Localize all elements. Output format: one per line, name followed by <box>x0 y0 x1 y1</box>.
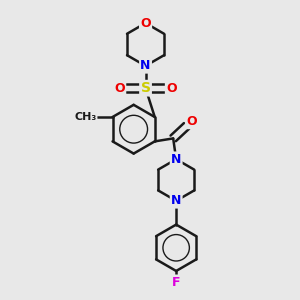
Text: O: O <box>140 16 151 30</box>
Text: CH₃: CH₃ <box>74 112 96 122</box>
Text: O: O <box>166 82 177 95</box>
Text: O: O <box>114 82 125 95</box>
Text: S: S <box>140 81 151 95</box>
Text: N: N <box>140 59 151 72</box>
Text: O: O <box>187 115 197 128</box>
Text: N: N <box>171 194 181 207</box>
Text: F: F <box>172 276 180 289</box>
Text: N: N <box>171 153 181 166</box>
